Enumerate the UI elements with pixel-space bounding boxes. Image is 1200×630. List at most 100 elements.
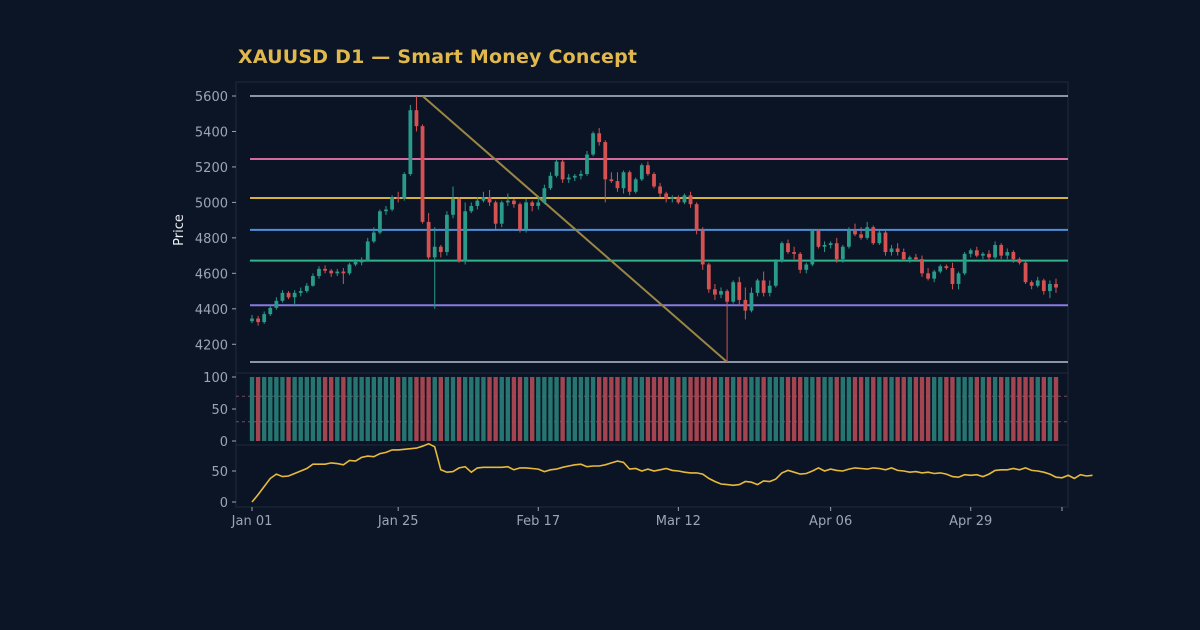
oscillator-bar xyxy=(383,377,389,441)
candle-body xyxy=(560,161,565,180)
candle-body xyxy=(993,244,997,258)
oscillator-bar xyxy=(408,377,413,441)
oscillator-bar xyxy=(292,377,297,441)
oscillator-bar xyxy=(542,377,547,441)
oscillator-bar xyxy=(517,377,523,441)
oscillator-bar xyxy=(986,377,992,441)
candle-body xyxy=(694,204,699,231)
candle-body xyxy=(572,175,577,178)
candle-body xyxy=(384,209,388,212)
oscillator-bar xyxy=(864,377,870,441)
candle-body xyxy=(542,188,547,203)
candle-body xyxy=(402,174,407,199)
candle-body xyxy=(895,248,900,253)
candle-body xyxy=(847,230,851,247)
price-tick-label: 4200 xyxy=(195,338,228,353)
candle-body xyxy=(365,241,370,261)
candle-body xyxy=(396,197,401,199)
candle-body xyxy=(469,205,474,212)
candle-body xyxy=(798,253,803,270)
candle-body xyxy=(566,177,571,180)
oscillator-bar xyxy=(505,377,511,441)
candle-body xyxy=(932,271,937,279)
candle-body xyxy=(981,253,985,256)
candle-body xyxy=(792,252,796,254)
oscillator-bar xyxy=(718,377,724,441)
oscillator-bar xyxy=(560,377,565,441)
candle-body xyxy=(353,261,358,265)
oscillator-bar xyxy=(609,377,614,441)
candle-body xyxy=(329,270,334,274)
x-tick-label: Feb 17 xyxy=(516,514,560,529)
oscillator-bar xyxy=(359,377,364,441)
oscillator-bar xyxy=(511,377,517,441)
oscillator-bar xyxy=(779,377,785,441)
support-resistance-levels xyxy=(250,95,1068,363)
candle-body xyxy=(652,174,656,187)
candle-body xyxy=(901,252,906,260)
candle-body xyxy=(554,161,559,176)
candle-body xyxy=(987,253,991,258)
oscillator-bar xyxy=(426,377,431,441)
oscillator-bar xyxy=(328,377,334,441)
oscillator-bar xyxy=(554,377,559,441)
oscillator-bar xyxy=(706,377,712,441)
candle-body xyxy=(475,200,480,206)
candle-body xyxy=(335,271,340,274)
oscillator-bar xyxy=(925,377,931,441)
oscillator-bar xyxy=(907,377,913,441)
oscillator-bar xyxy=(1047,377,1053,441)
candle-body xyxy=(786,243,790,253)
candle-body xyxy=(292,292,297,298)
oscillator-bar xyxy=(255,377,261,441)
oscillator-bar xyxy=(322,377,328,441)
oscillator-bar xyxy=(676,377,681,441)
oscillator-bar xyxy=(968,377,973,441)
price-panel xyxy=(235,81,1069,374)
candle-body xyxy=(974,250,979,256)
candle-body xyxy=(731,282,736,302)
candle-body xyxy=(859,234,863,238)
candle-body xyxy=(1029,282,1034,286)
candle-body xyxy=(268,307,273,315)
oscillator-bar xyxy=(432,377,437,441)
oscillator-bar xyxy=(633,377,638,441)
candle-body xyxy=(304,285,309,292)
candle-body xyxy=(323,268,327,271)
candle-body xyxy=(1041,280,1046,292)
candle-body xyxy=(749,292,754,311)
candle-body xyxy=(682,195,687,203)
candle-body xyxy=(737,282,742,300)
candlesticks xyxy=(250,96,1058,362)
price-tick-label: 5400 xyxy=(195,125,228,140)
candle-body xyxy=(968,250,973,254)
oscillator-bar xyxy=(389,377,395,441)
oscillator-bar xyxy=(980,377,986,441)
candle-body xyxy=(780,243,784,261)
oscillator-bar xyxy=(761,377,766,441)
oscillator-tick-label: 50 xyxy=(211,403,228,418)
oscillator-bar xyxy=(797,377,803,441)
candle-body xyxy=(512,200,516,205)
candle-body xyxy=(658,186,662,194)
oscillator-bar xyxy=(901,377,906,441)
candle-body xyxy=(999,244,1004,256)
oscillator-bar xyxy=(596,377,602,441)
oscillator-bar xyxy=(877,377,882,441)
oscillator-bar xyxy=(493,377,498,441)
candle-body xyxy=(499,202,504,224)
oscillator-bar xyxy=(950,377,955,441)
candle-body xyxy=(274,300,279,308)
candle-body xyxy=(579,174,583,176)
oscillator-bar xyxy=(645,377,651,441)
oscillator-bar xyxy=(377,377,383,441)
candle-body xyxy=(414,110,419,127)
candle-body xyxy=(591,133,595,155)
candle-body xyxy=(1048,283,1052,292)
candle-body xyxy=(359,260,364,263)
oscillator-bar xyxy=(944,377,949,441)
oscillator-bar xyxy=(444,377,450,441)
chart-title: XAUUSD D1 — Smart Money Concept xyxy=(238,46,638,68)
candle-body xyxy=(609,179,614,182)
